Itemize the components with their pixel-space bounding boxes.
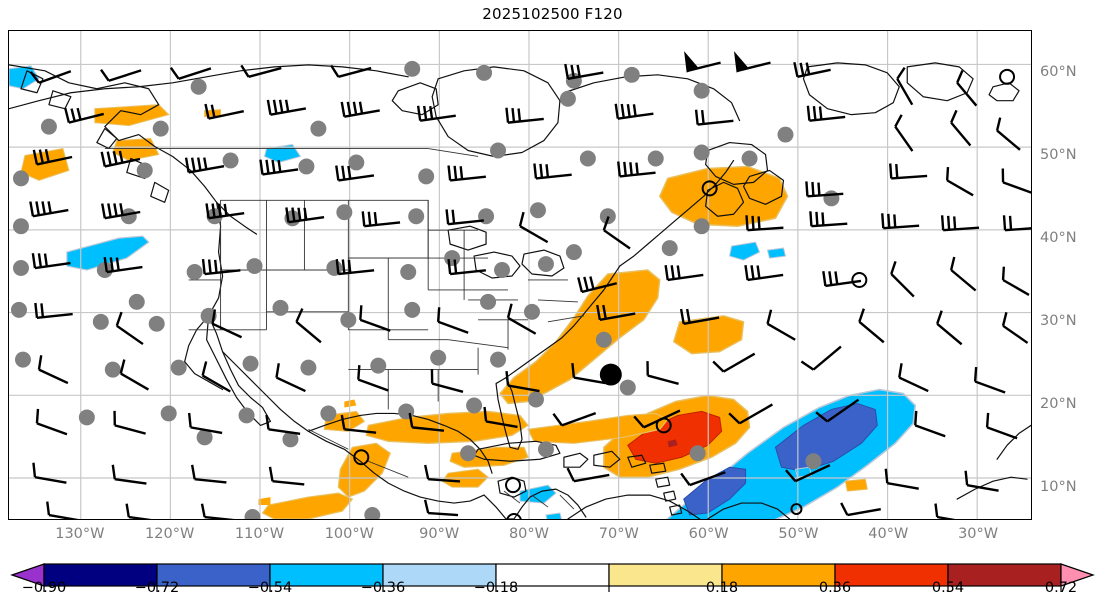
colorbar-tick-label: −0.36: [360, 580, 406, 596]
page-title: 2025102500 F120: [482, 5, 623, 23]
colorbar-tick-label: 0.72: [1044, 580, 1078, 596]
lat-tick-label: 20°N: [1040, 395, 1077, 412]
lon-tick-label: 80°W: [508, 526, 549, 542]
cyclone-marker[interactable]: [599, 363, 622, 386]
lat-tick-label: 50°N: [1040, 146, 1077, 163]
coastlines: [9, 62, 1031, 519]
lon-tick-label: 120°W: [145, 526, 195, 542]
station-dots: [10, 60, 840, 519]
lat-tick-label: 40°N: [1040, 229, 1077, 246]
lon-tick-label: 110°W: [234, 526, 285, 542]
lon-tick-label: 90°W: [419, 526, 460, 542]
map-canvas: [9, 31, 1031, 519]
lon-tick-label: 50°W: [778, 526, 819, 542]
colorbar-tick-label: −0.18: [473, 580, 519, 596]
colorbar-tick-label: −0.90: [21, 580, 67, 596]
colorbar-tick-label: −0.72: [134, 580, 180, 596]
filled-contours: [9, 65, 917, 519]
lon-tick-label: 40°W: [868, 526, 909, 542]
lon-tick-label: 70°W: [598, 526, 639, 542]
colorbar-swatches: [10, 563, 1095, 592]
colorbar-extend-high: [1060, 563, 1095, 587]
colorbar-tick-label: −0.54: [247, 580, 293, 596]
colorbar-tick-label: 0.36: [818, 580, 852, 596]
colorbar[interactable]: −0.90 −0.72 −0.54 −0.36 −0.18 0.18 0.36 0.54 0.7…: [0, 558, 1105, 615]
wind-barbs: [29, 51, 1031, 519]
lon-tick-label: 30°W: [958, 526, 999, 542]
lat-tick-label: 10°N: [1040, 478, 1077, 495]
lon-tick-label: 60°W: [688, 526, 729, 542]
lat-tick-label: 60°N: [1040, 63, 1077, 80]
lon-tick-label: 130°W: [55, 526, 105, 542]
map-panel[interactable]: [8, 30, 1032, 520]
colorbar-tick-label: 0.18: [705, 580, 739, 596]
colorbar-tick-label: 0.54: [931, 580, 965, 596]
lon-tick-label: 100°W: [324, 526, 374, 542]
lat-tick-label: 30°N: [1040, 312, 1077, 329]
